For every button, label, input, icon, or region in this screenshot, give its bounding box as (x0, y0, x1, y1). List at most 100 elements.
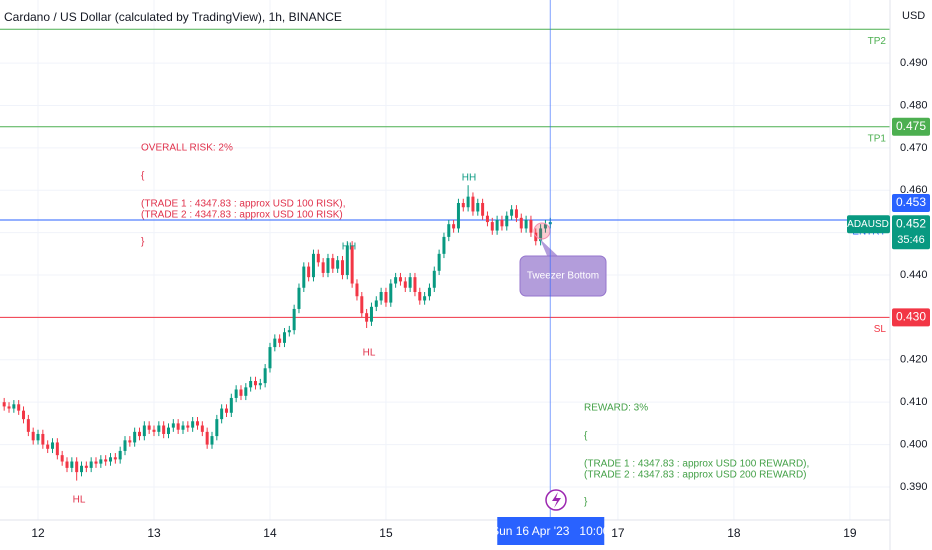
candle-body (495, 219, 499, 231)
candle-body (394, 277, 398, 284)
note-line: } (584, 497, 588, 508)
candle-body (413, 277, 417, 292)
candle-body (99, 459, 103, 464)
alert-bolt (552, 492, 561, 508)
candle-body (282, 332, 286, 343)
y-tick-label: 0.460 (900, 184, 928, 196)
candle-body (195, 421, 199, 426)
candle-body (41, 433, 45, 445)
candle-body (249, 380, 253, 388)
candle-body (152, 429, 156, 432)
hh-label: HH (342, 242, 356, 253)
candle-body (147, 425, 151, 430)
candle-body (331, 258, 335, 269)
candle-body (292, 308, 296, 331)
candle-body (268, 347, 272, 369)
callout-box (519, 255, 607, 297)
crosshair-label-box (497, 517, 605, 545)
candle-body (529, 219, 533, 233)
candle-body (12, 404, 16, 409)
candle-body (321, 262, 325, 273)
candle-body (273, 338, 277, 348)
y-tick-label: 0.490 (900, 57, 928, 69)
candle-body (51, 442, 55, 449)
candle-body (456, 202, 460, 229)
candle-body (369, 306, 373, 322)
candle-body (263, 368, 267, 384)
candle-body (186, 425, 190, 428)
candle-body (311, 253, 315, 278)
candle-body (500, 219, 504, 227)
candle-body (365, 313, 369, 322)
candle-body (461, 202, 465, 208)
candle-body (490, 222, 494, 231)
axes: 0.3900.4000.4100.4200.4300.4400.4500.460… (31, 57, 930, 540)
note-line: OVERALL RISK: 2% (141, 143, 233, 154)
candle-body (505, 215, 509, 227)
countdown: 35:46 (897, 234, 925, 246)
candle-body (109, 457, 113, 462)
note-line: REWARD: 3% (584, 403, 648, 414)
candle-body (104, 459, 108, 462)
candle-body (205, 431, 209, 445)
candle-body (220, 408, 224, 420)
candle-body (437, 253, 441, 271)
candle-body (94, 461, 98, 464)
x-tick-label: 14 (263, 526, 277, 540)
hl-label: HL (73, 495, 86, 506)
y-tick-label: 0.400 (900, 438, 928, 450)
candle-body (26, 419, 30, 432)
candle-body (278, 338, 282, 343)
candle-body (17, 404, 21, 411)
candle-body (297, 287, 301, 309)
x-tick-label: 18 (727, 526, 741, 540)
y-tick-label: 0.420 (900, 354, 928, 366)
candle-body (215, 419, 219, 437)
candle-body (2, 402, 6, 407)
note-line: (TRADE 1 : 4347.83 : approx USD 100 REWA… (584, 459, 809, 470)
candle-body (253, 380, 257, 386)
candle-body (75, 461, 79, 473)
candle-body (31, 431, 35, 441)
candle-body (162, 425, 166, 434)
candle-body (36, 433, 40, 441)
price-box (892, 117, 930, 136)
candle-body (46, 444, 50, 449)
level-name: SL (874, 324, 887, 335)
candle-body (326, 258, 330, 273)
candle-body (403, 281, 407, 288)
candle-body (89, 461, 93, 468)
candle-body (510, 209, 514, 216)
candle-body (7, 406, 11, 409)
candle-body (142, 425, 146, 437)
candle-body (432, 270, 436, 288)
candle-body (229, 397, 233, 413)
candle-body (181, 425, 185, 430)
candle-body (524, 219, 528, 229)
candle-body (476, 202, 480, 212)
grid (0, 0, 890, 520)
candle-body (485, 215, 489, 223)
candle-body (84, 465, 88, 468)
candle-body (336, 260, 340, 269)
candle-body (418, 291, 422, 301)
candle-body (398, 277, 402, 282)
candle-body (123, 440, 127, 451)
annotations: HL HH HL HH Tweezer Bottom (73, 173, 607, 506)
y-tick-label: 0.440 (900, 269, 928, 281)
y-tick-label: 0.410 (900, 396, 928, 408)
candle-body (60, 455, 64, 462)
candle-body (539, 228, 543, 242)
candle-body (423, 296, 427, 301)
candle-body (519, 217, 523, 229)
x-tick-label: 13 (147, 526, 161, 540)
candle-body (157, 425, 161, 432)
candle-body (258, 383, 262, 386)
candle-body (70, 461, 74, 468)
y-tick-label: 0.390 (900, 481, 928, 493)
candle-body (224, 408, 228, 413)
candle-body (55, 442, 59, 456)
candle-body (389, 283, 393, 303)
candle-body (128, 440, 132, 443)
candle-body (244, 387, 248, 396)
